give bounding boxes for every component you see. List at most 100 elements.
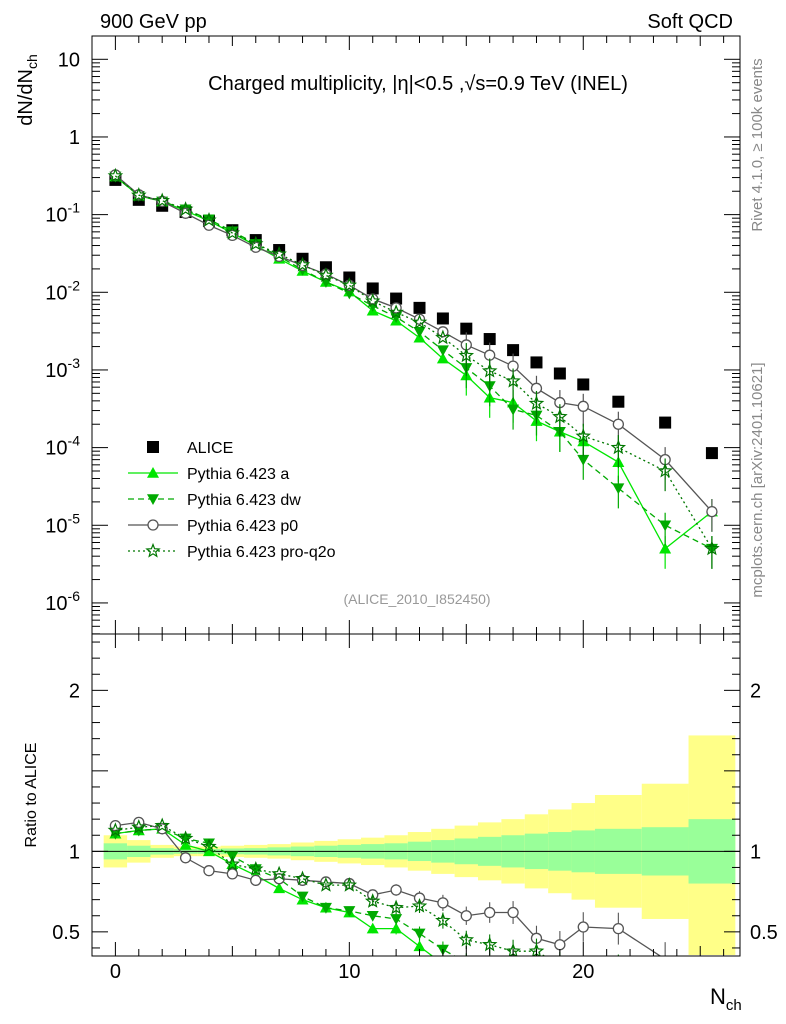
data-point-pythia-6-423-pro-q2o xyxy=(107,167,124,183)
data-point-pythia-6-423-pro-q2o xyxy=(177,201,194,216)
data-point-pythia-6-423-pro-q2o xyxy=(657,462,673,478)
x-axis-label: Nch xyxy=(710,984,742,1014)
y-tick-label-ratio-right: 0.5 xyxy=(750,922,778,944)
ratio-panel-series xyxy=(107,816,666,956)
ratio-point-pythia-6-423-pro-q2o xyxy=(388,899,404,915)
ratio-point-pythia-6-423-dw xyxy=(390,914,403,925)
ratio-point-pythia-6-423-pro-q2o xyxy=(318,877,334,892)
data-point-alice xyxy=(530,356,543,369)
data-point-pythia-6-423-p0 xyxy=(706,505,718,518)
legend-entry-pythia-6-423-a: Pythia 6.423 a xyxy=(128,466,289,483)
data-point-pythia-6-423-pro-q2o xyxy=(458,347,475,363)
data-point-pythia-6-423-pro-q2o xyxy=(528,395,545,411)
data-point-alice xyxy=(553,367,566,380)
y-tick-label-main: 10-1 xyxy=(45,200,80,227)
data-point-alice xyxy=(273,244,286,257)
data-point-pythia-6-423-pro-q2o xyxy=(505,372,521,388)
ratio-point-pythia-6-423-dw xyxy=(343,906,356,917)
y-tick-label-ratio-right: 2 xyxy=(750,680,761,702)
y-tick-label-main: 1 xyxy=(69,127,80,149)
ratio-point-pythia-6-423-pro-q2o xyxy=(294,870,311,886)
legend-label-pythia-6-423-dw: Pythia 6.423 dw xyxy=(187,492,301,509)
ratio-point-pythia-6-423-p0 xyxy=(390,884,402,896)
legend-entry-alice: ALICE xyxy=(147,440,233,457)
mcplots-label: mcplots.cern.ch [arXiv:2401.10621] xyxy=(749,362,766,597)
ratio-point-pythia-6-423-a xyxy=(390,922,403,934)
analysis-id-label: (ALICE_2010_I852450) xyxy=(343,591,490,607)
data-point-alice xyxy=(460,322,473,335)
ratio-point-pythia-6-423-a xyxy=(202,845,215,857)
data-point-pythia-6-423-pro-q2o xyxy=(411,314,428,329)
data-point-pythia-6-423-pro-q2o xyxy=(552,408,568,424)
legend-entry-pythia-6-423-pro-q2o: Pythia 6.423 pro-q2o xyxy=(128,542,336,561)
rivet-version-label: Rivet 4.1.0, ≥ 100k events xyxy=(749,58,766,231)
ratio-point-pythia-6-423-dw xyxy=(413,928,426,940)
data-point-alice xyxy=(705,447,718,460)
data-point-pythia-6-423-pro-q2o xyxy=(248,235,264,251)
y-tick-label-main: 10-2 xyxy=(45,277,80,304)
ratio-point-pythia-6-423-a xyxy=(366,922,379,934)
main-panel-series xyxy=(107,167,720,569)
ratio-uncertainty-bands xyxy=(92,735,740,955)
process-label: Soft QCD xyxy=(647,11,733,33)
legend: ALICE Pythia 6.423 a Pythia 6.423 dw Pythia… xyxy=(128,440,336,561)
y-tick-label-main: 10-4 xyxy=(45,433,80,460)
data-point-alice xyxy=(366,282,379,295)
ratio-point-pythia-6-423-pro-q2o xyxy=(341,877,358,892)
ratio-point-pythia-6-423-pro-q2o xyxy=(248,860,264,876)
y-tick-label-ratio-right: 1 xyxy=(750,841,761,863)
ratio-point-pythia-6-423-pro-q2o xyxy=(271,865,287,881)
data-point-pythia-6-423-pro-q2o xyxy=(201,211,217,227)
x-tick-label: 20 xyxy=(572,961,594,983)
ratio-panel-frame xyxy=(91,633,741,957)
data-point-pythia-6-423-pro-q2o xyxy=(154,192,171,208)
ratio-point-pythia-6-423-a xyxy=(413,940,426,952)
ratio-point-pythia-6-423-dw xyxy=(296,891,309,903)
ratio-point-pythia-6-423-p0 xyxy=(577,921,589,933)
ratio-point-pythia-6-423-p0 xyxy=(203,865,215,877)
ratio-point-pythia-6-423-pro-q2o xyxy=(435,912,451,928)
data-point-pythia-6-423-pro-q2o xyxy=(318,267,334,283)
y-tick-label-ratio-left: 0.5 xyxy=(52,922,80,944)
data-point-pythia-6-423-p0 xyxy=(612,418,625,430)
ratio-point-pythia-6-423-p0 xyxy=(226,868,239,880)
data-point-pythia-6-423-pro-q2o xyxy=(704,540,720,556)
data-point-pythia-6-423-dw xyxy=(436,345,449,357)
y-axis-label-main: dN/dNch xyxy=(15,54,40,126)
data-point-pythia-6-423-dw xyxy=(577,454,590,466)
legend-marker-pythia-6-423-a xyxy=(147,467,159,478)
y-tick-label-ratio-left: 2 xyxy=(69,680,80,702)
legend-marker-pythia-6-423-dw xyxy=(147,494,159,505)
ratio-point-pythia-6-423-pro-q2o xyxy=(107,822,124,838)
ratio-point-pythia-6-423-pro-q2o xyxy=(364,893,381,908)
data-point-pythia-6-423-dw xyxy=(659,520,672,532)
data-point-pythia-6-423-dw xyxy=(343,288,356,300)
legend-marker-pythia-6-423-p0 xyxy=(147,519,159,531)
y-axis-label-ratio: Ratio to ALICE xyxy=(23,743,40,848)
ratio-point-pythia-6-423-p0 xyxy=(554,939,566,951)
data-point-pythia-6-423-pro-q2o xyxy=(271,245,287,261)
y-tick-label-main: 10-3 xyxy=(45,355,80,382)
data-point-alice xyxy=(612,395,625,408)
series-pythia-6-423-a xyxy=(109,170,718,569)
ratio-point-pythia-6-423-p0 xyxy=(179,852,192,864)
data-point-pythia-6-423-pro-q2o xyxy=(610,439,627,455)
data-point-pythia-6-423-a xyxy=(436,352,449,364)
ratio-point-pythia-6-423-p0 xyxy=(133,816,145,829)
ratio-series-pythia-6-423-pro-q2o xyxy=(107,817,619,956)
ratio-point-pythia-6-423-pro-q2o xyxy=(411,897,428,913)
x-tick-label: 0 xyxy=(110,961,121,983)
y-tick-label-main: 10-6 xyxy=(45,588,80,615)
legend-label-pythia-6-423-a: Pythia 6.423 a xyxy=(187,466,289,483)
data-point-alice xyxy=(390,292,403,305)
ratio-point-pythia-6-423-pro-q2o xyxy=(201,838,217,854)
data-point-pythia-6-423-pro-q2o xyxy=(341,277,358,292)
data-point-alice xyxy=(436,312,449,325)
ratio-point-pythia-6-423-p0 xyxy=(484,906,496,919)
data-point-pythia-6-423-pro-q2o xyxy=(224,224,241,240)
data-point-alice xyxy=(413,301,426,314)
series-pythia-6-423-dw xyxy=(109,171,718,569)
y-tick-label-main: 10-5 xyxy=(45,510,80,537)
series-pythia-6-423-pro-q2o xyxy=(107,167,720,569)
ratio-point-pythia-6-423-p0 xyxy=(612,922,625,935)
